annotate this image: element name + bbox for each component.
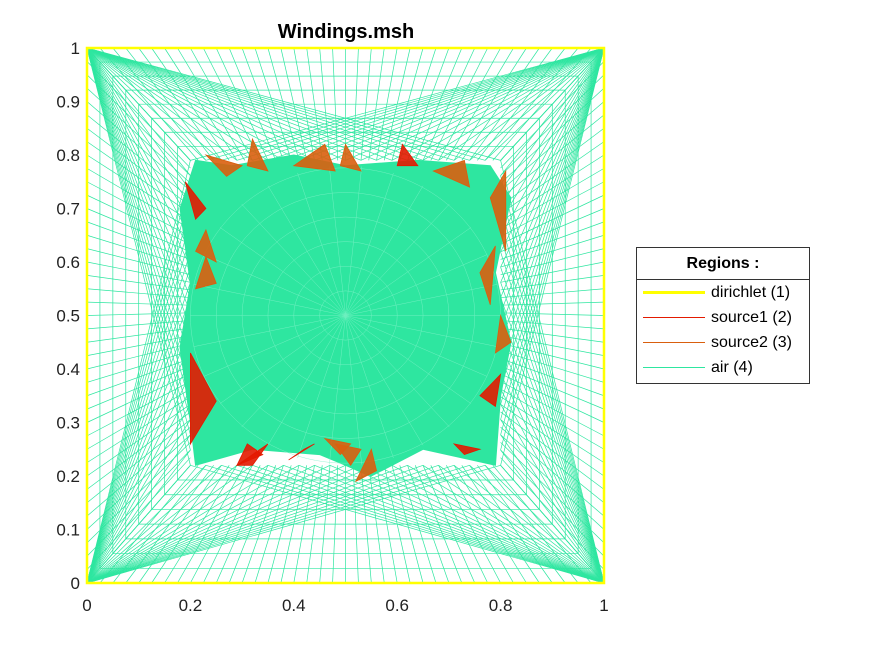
y-tick-label: 0.3 — [56, 414, 80, 433]
dirichlet-boundary — [85, 46, 606, 585]
legend-label: source1 (2) — [711, 309, 792, 326]
source2-region-triangle — [354, 448, 377, 483]
x-axis: 0 0.2 0.4 0.6 0.8 1 — [82, 596, 608, 615]
source1-region — [184, 143, 502, 467]
source2-region — [194, 137, 512, 483]
mesh-edge — [216, 192, 475, 439]
chart-title: Windings.msh — [278, 21, 414, 43]
source2-region-triangle — [494, 313, 512, 354]
y-tick-label: 0 — [71, 574, 80, 593]
legend: Regions : dirichlet (1) source1 (2) source… — [636, 247, 810, 384]
y-tick-label: 0.1 — [56, 521, 80, 540]
source2-region-triangle — [292, 143, 336, 172]
source1-region-triangle — [235, 443, 269, 466]
y-axis: 0 0.1 0.2 0.3 0.4 0.5 0.6 0.7 0.8 0.9 1 — [56, 39, 80, 593]
source2-region-triangle — [195, 228, 217, 263]
mesh-edge — [329, 166, 346, 316]
x-tick-label: 0.4 — [282, 596, 306, 615]
legend-item: source1 (2) — [637, 305, 809, 330]
x-tick-label: 0.6 — [385, 596, 409, 615]
mesh-edge — [293, 266, 398, 365]
air-inner-mesh — [190, 166, 501, 465]
legend-label: source2 (3) — [711, 334, 792, 351]
x-tick-label: 1 — [599, 596, 608, 615]
legend-swatch — [643, 367, 705, 368]
source1-region-triangle — [452, 443, 482, 456]
mesh-layer — [85, 46, 606, 585]
y-tick-label: 0.5 — [56, 307, 80, 326]
source1-region-triangle — [189, 352, 217, 446]
source2-region-triangle — [489, 169, 507, 252]
mesh-edge — [345, 315, 394, 459]
source2-region-triangle — [479, 245, 496, 305]
source2-region-triangle — [204, 154, 244, 177]
mesh-edge — [241, 216, 450, 415]
y-tick-label: 0.4 — [56, 360, 80, 379]
source1-region-triangle — [288, 443, 315, 461]
x-tick-label: 0 — [82, 596, 91, 615]
y-tick-label: 0.9 — [56, 93, 80, 112]
legend-title: Regions : — [637, 248, 809, 280]
mesh-edge — [297, 315, 346, 459]
mesh-edge — [345, 315, 362, 465]
mesh-edge — [345, 166, 362, 316]
legend-swatch — [643, 342, 705, 343]
y-tick-label: 0.8 — [56, 146, 80, 165]
legend-item: dirichlet (1) — [637, 280, 809, 305]
legend-item: air (4) — [637, 355, 809, 380]
y-tick-label: 0.6 — [56, 253, 80, 272]
legend-label: air (4) — [711, 359, 753, 376]
source1-region-triangle — [396, 143, 419, 167]
source2-region-triangle — [194, 255, 217, 290]
source2-region-triangle — [432, 159, 471, 188]
mesh-edge — [297, 172, 346, 316]
legend-swatch — [643, 291, 705, 294]
legend-label: dirichlet (1) — [711, 284, 791, 301]
y-tick-label: 1 — [71, 39, 80, 58]
legend-items: dirichlet (1) source1 (2) source2 (3) air (… — [637, 280, 809, 380]
source2-region-triangle — [246, 137, 269, 172]
air-region — [86, 47, 605, 584]
source2-region-triangle — [323, 437, 352, 456]
source1-region-triangle — [184, 181, 207, 220]
x-tick-label: 0.8 — [489, 596, 513, 615]
source2-region-triangle — [339, 143, 362, 172]
mesh-edge — [319, 290, 372, 341]
legend-swatch — [643, 317, 705, 318]
legend-item: source2 (3) — [637, 330, 809, 355]
mesh-edge — [267, 241, 424, 390]
y-tick-label: 0.2 — [56, 467, 80, 486]
source1-region-triangle — [479, 373, 502, 408]
y-tick-label: 0.7 — [56, 200, 80, 219]
mesh-edge — [345, 172, 394, 316]
x-tick-label: 0.2 — [179, 596, 203, 615]
